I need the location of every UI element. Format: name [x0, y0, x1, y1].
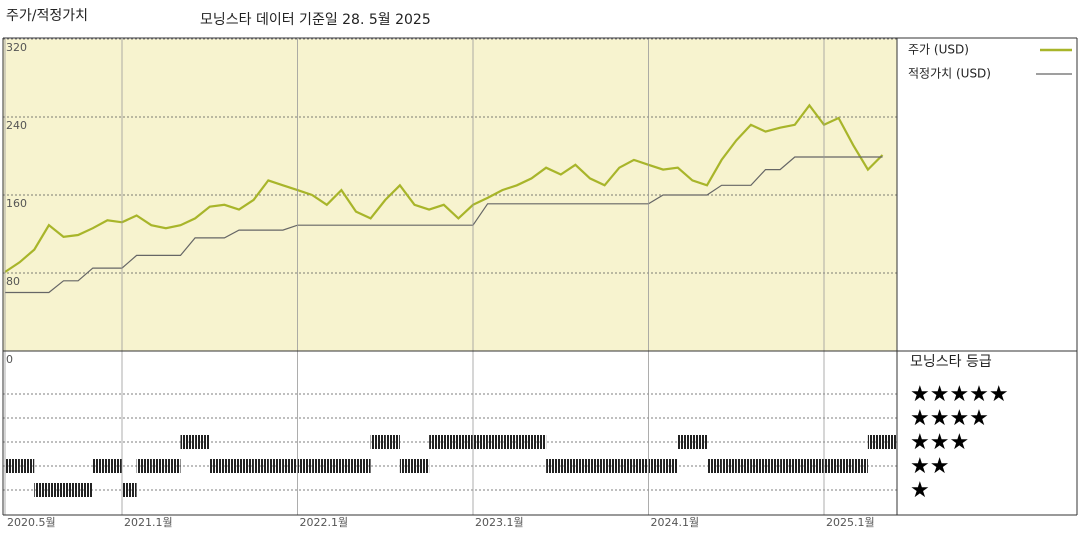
rating-bar: [341, 459, 356, 473]
rating-bar: [750, 459, 766, 473]
x-tick-label: 2023.1월: [475, 516, 524, 529]
rating-bar: [282, 459, 298, 473]
rating-bar: [853, 459, 868, 473]
rating-bar: [575, 459, 590, 473]
series-line: [5, 156, 883, 294]
rating-bar: [531, 435, 547, 449]
rating-bar: [356, 459, 371, 473]
rating-bar: [516, 435, 532, 449]
chart-title: 주가/적정가치: [6, 8, 88, 24]
rating-bar: [122, 483, 137, 497]
rating-bar: [780, 459, 795, 473]
rating-bar: [165, 459, 181, 473]
chart-subtitle: 모닝스타 데이터 기준일 28. 5월 2025: [200, 12, 431, 28]
rating-bar: [824, 459, 839, 473]
legend-label: 적정가치 (USD): [908, 67, 991, 81]
rating-bar: [473, 435, 488, 449]
rating-bar: [209, 459, 225, 473]
rating-bar: [326, 459, 342, 473]
rating-level: ★★★★: [910, 406, 989, 431]
rating-bar: [107, 459, 122, 473]
y-tick-label: 320: [6, 41, 27, 54]
rating-bar: [604, 459, 620, 473]
rating-bar: [487, 435, 503, 449]
rating-bar: [312, 459, 327, 473]
rating-bar: [882, 435, 898, 449]
rating-bar: [867, 435, 883, 449]
rating-bar: [370, 435, 386, 449]
rating-bar: [560, 459, 576, 473]
rating-bar: [429, 435, 444, 449]
rating-bar: [92, 459, 108, 473]
rating-bar: [78, 483, 93, 497]
plot-background: [3, 39, 897, 351]
rating-bar: [443, 435, 459, 449]
rating-bar: [546, 459, 561, 473]
rating-bar: [736, 459, 751, 473]
rating-bar: [253, 459, 269, 473]
rating-bar: [619, 459, 634, 473]
x-tick-label: 2024.1월: [651, 516, 700, 529]
rating-title: 모닝스타 등급: [910, 354, 992, 370]
rating-bar: [19, 459, 35, 473]
y-tick-label: 0: [6, 353, 13, 366]
rating-level: ★: [910, 478, 930, 503]
rating-bar: [458, 435, 473, 449]
rating-bar: [663, 459, 678, 473]
rating-bar: [794, 459, 810, 473]
rating-level: ★★★★★: [910, 382, 1009, 407]
rating-bar: [633, 459, 649, 473]
y-tick-label: 80: [6, 275, 20, 288]
rating-bar: [721, 459, 737, 473]
rating-level: ★★★: [910, 430, 969, 455]
rating-bar: [692, 435, 707, 449]
series-line: [4, 103, 884, 273]
rating-bar: [385, 435, 400, 449]
x-tick-label: 2025.1월: [826, 516, 875, 529]
rating-bar: [195, 435, 210, 449]
y-tick-label: 160: [6, 197, 27, 210]
rating-bar: [399, 459, 415, 473]
rating-bar: [151, 459, 166, 473]
rating-bar: [297, 459, 313, 473]
x-tick-label: 2022.1월: [300, 516, 349, 529]
rating-bar: [48, 483, 64, 497]
x-tick-label: 2021.1월: [124, 516, 173, 529]
y-tick-label: 240: [6, 119, 27, 132]
rating-bar: [5, 459, 20, 473]
rating-bar: [648, 459, 664, 473]
rating-bar: [34, 483, 49, 497]
rating-bar: [590, 459, 605, 473]
rating-bar: [502, 435, 517, 449]
rating-bar: [63, 483, 79, 497]
rating-bar: [677, 435, 693, 449]
rating-level: ★★: [910, 454, 949, 479]
rating-bar: [224, 459, 239, 473]
legend-label: 주가 (USD): [908, 43, 969, 57]
rating-bar: [707, 459, 722, 473]
rating-bar: [239, 459, 254, 473]
rating-bar: [414, 459, 430, 473]
rating-bar: [765, 459, 781, 473]
rating-bar: [136, 459, 152, 473]
rating-bar: [180, 435, 196, 449]
rating-bar: [809, 459, 824, 473]
rating-bar: [268, 459, 283, 473]
rating-bar: [838, 459, 854, 473]
x-tick-label: 2020.5월: [7, 516, 56, 529]
